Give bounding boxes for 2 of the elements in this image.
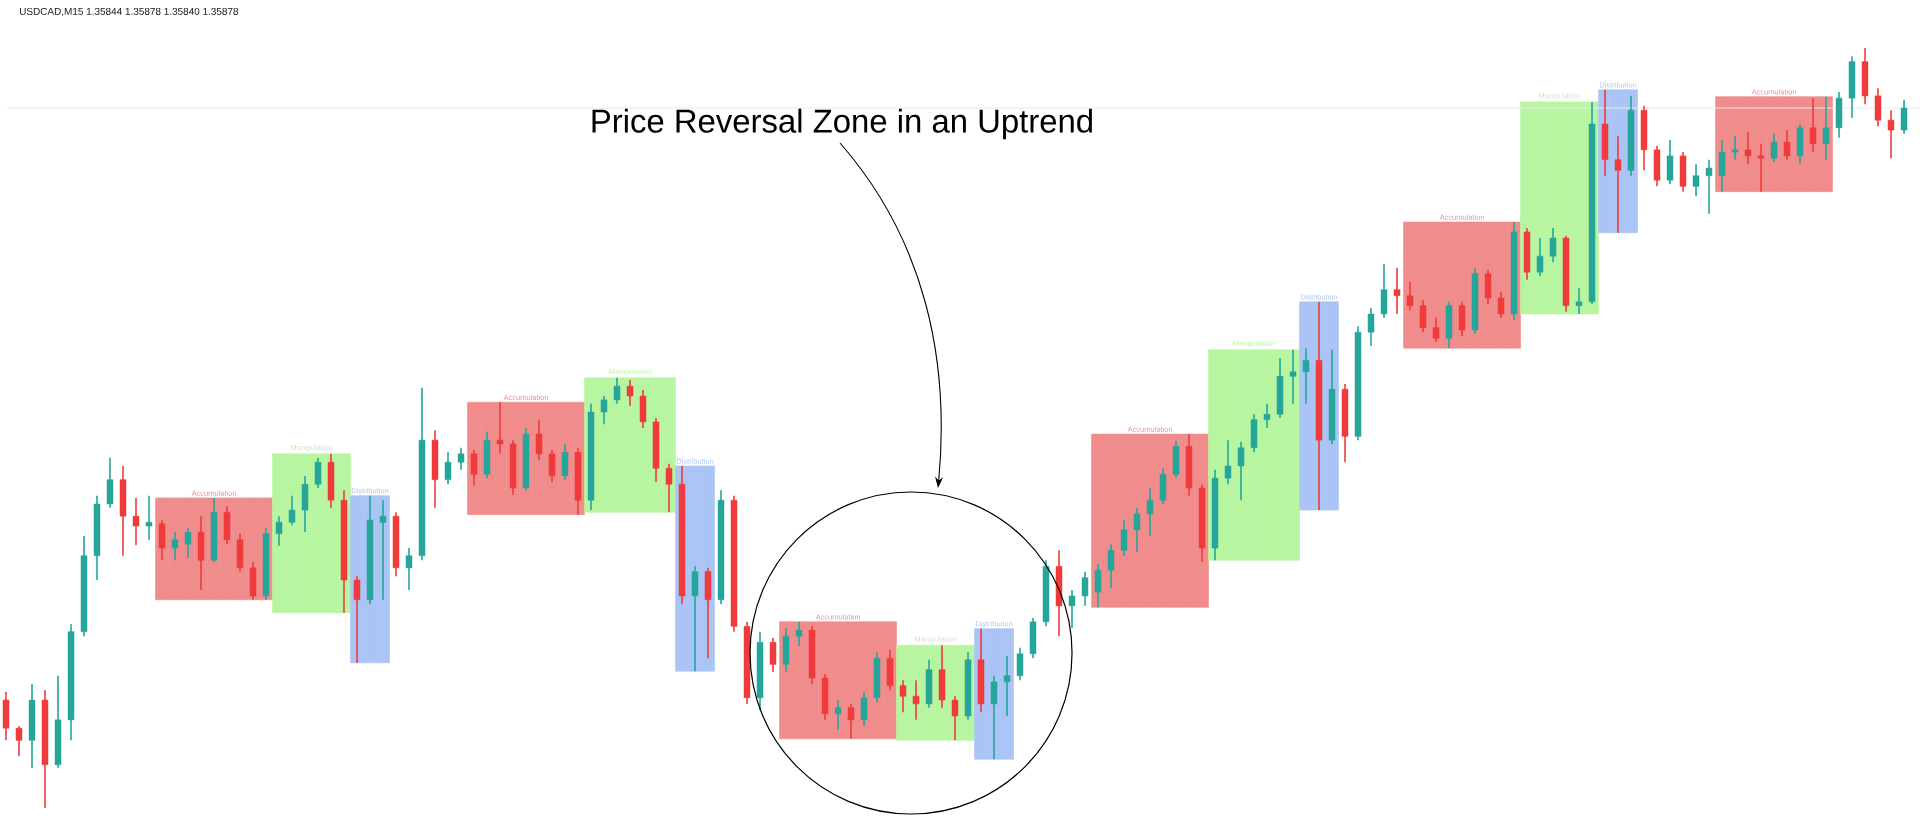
chart-title: USDCAD,M15 1.35844 1.35878 1.35840 1.35878 xyxy=(19,7,239,17)
annotation: Price Reversal Zone in an Uptrend xyxy=(592,108,1092,140)
